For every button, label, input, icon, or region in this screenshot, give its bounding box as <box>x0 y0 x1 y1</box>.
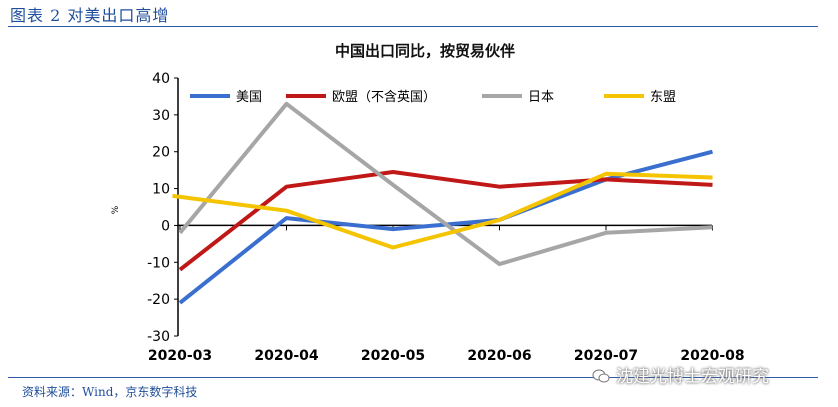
y-axis-label: % <box>111 205 121 214</box>
chart-title: 中国出口同比，按贸易伙伴 <box>335 42 515 60</box>
watermark: 沈建光博士宏观研究 <box>592 362 769 387</box>
top-rule <box>8 26 818 27</box>
watermark-text: 沈建光博士宏观研究 <box>616 367 769 387</box>
y-tick-label: -30 <box>147 329 170 345</box>
y-tick-label: -20 <box>147 292 170 308</box>
series-line-eu <box>178 170 713 272</box>
x-tick-label: 2020-04 <box>254 348 319 364</box>
y-tick-label: 0 <box>161 218 170 234</box>
x-tick-label: 2020-07 <box>574 348 638 364</box>
figure-title: 图表 2 对美出口高增 <box>10 6 170 25</box>
series-line-asean <box>172 171 713 250</box>
bottom-rule <box>8 377 818 378</box>
legend-label-eu: 欧盟（不含英国） <box>332 89 436 105</box>
y-tick-label: 20 <box>152 145 170 161</box>
y-tick-label: -10 <box>147 255 170 271</box>
legend-label-asean: 东盟 <box>650 90 676 105</box>
y-tick-label: 40 <box>152 71 170 87</box>
x-tick-label: 2020-05 <box>361 348 425 364</box>
legend-label-us: 美国 <box>236 90 262 105</box>
x-tick-label: 2020-08 <box>680 348 744 364</box>
x-tick-label: 2020-03 <box>148 348 212 364</box>
x-tick-label: 2020-06 <box>467 348 531 364</box>
wechat-icon <box>592 369 610 383</box>
legend-label-japan: 日本 <box>528 90 554 105</box>
source-note: 资料来源：Wind，京东数字科技 <box>22 385 198 399</box>
y-tick-label: 10 <box>152 182 170 198</box>
series-line-japan <box>178 101 713 267</box>
y-tick-label: 30 <box>152 108 170 124</box>
